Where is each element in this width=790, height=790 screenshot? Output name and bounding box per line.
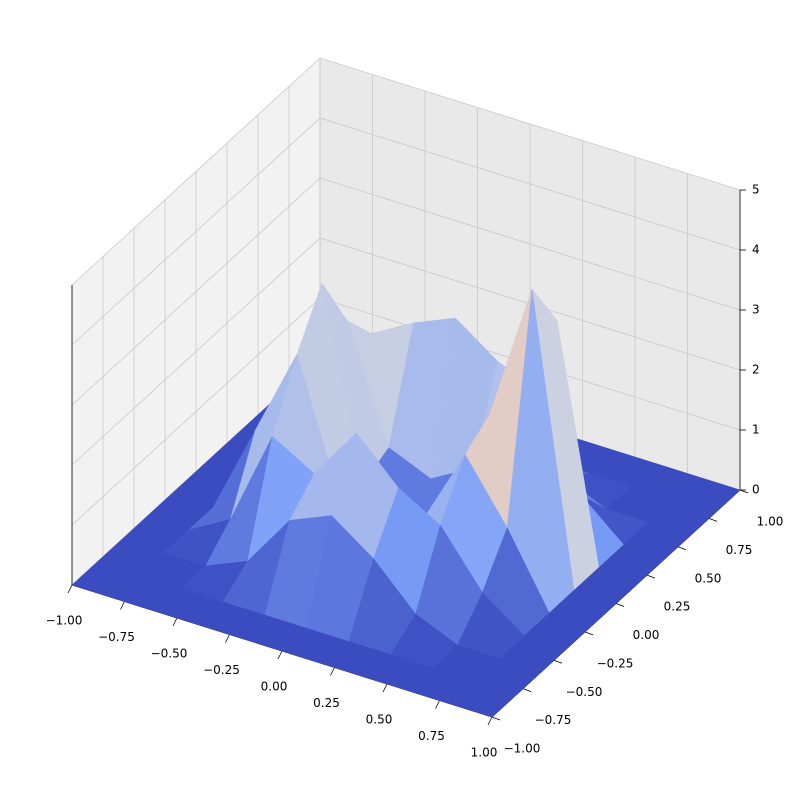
grid-line: [71, 177, 321, 406]
x-tick-label: 0.00: [261, 680, 288, 694]
surface-patch: [449, 680, 518, 718]
grid-line: [319, 117, 741, 251]
grid-line: [71, 237, 321, 466]
x-tick: [277, 650, 283, 660]
x-tick-label: 0.75: [418, 729, 445, 743]
y-tick: [708, 518, 718, 522]
y-tick-label: 0.00: [633, 628, 660, 642]
z-tick-label: 3: [752, 303, 760, 317]
z-tick-label: 4: [752, 243, 760, 257]
x-tick: [330, 667, 335, 676]
y-tick: [739, 489, 749, 494]
y-tick: [677, 546, 687, 551]
grid-line: [71, 57, 321, 286]
y-tick-label: 1.00: [757, 515, 784, 529]
y-tick-label: −1.00: [504, 742, 541, 756]
x-tick-label: 1.00: [471, 746, 498, 760]
y-tick: [522, 688, 532, 692]
grid-line: [71, 297, 321, 526]
y-tick-label: 0.75: [726, 543, 753, 557]
y-tick: [491, 716, 501, 721]
y-tick: [584, 631, 594, 636]
y-tick-label: −0.50: [566, 685, 603, 699]
x-tick: [225, 634, 230, 643]
y-tick: [646, 574, 656, 579]
x-tick: [487, 716, 493, 726]
grid-line: [319, 177, 741, 311]
y-tick-label: 0.50: [695, 571, 722, 585]
y-tick: [615, 603, 625, 607]
y-tick-label: −0.75: [535, 713, 572, 727]
x-tick-label: 0.25: [313, 696, 340, 710]
x-tick-label: −0.50: [151, 647, 188, 661]
z-tick-label: 1: [752, 423, 760, 437]
z-tick-label: 0: [752, 483, 760, 497]
x-tick-label: 0.50: [366, 713, 393, 727]
grid-line: [71, 117, 321, 346]
grid-line: [319, 57, 741, 191]
x-tick: [172, 617, 178, 627]
y-tick-label: −0.25: [597, 656, 634, 670]
x-tick: [435, 700, 440, 709]
y-tick: [553, 659, 563, 664]
z-tick-label: 2: [752, 363, 760, 377]
z-tick-label: 5: [752, 183, 760, 197]
x-tick: [120, 601, 125, 610]
x-tick-label: −0.25: [203, 663, 240, 677]
y-tick-label: 0.25: [664, 600, 691, 614]
x-tick: [67, 584, 73, 594]
x-tick-label: −0.75: [98, 630, 135, 644]
x-tick: [382, 683, 388, 693]
x-tick-label: −1.00: [46, 614, 83, 628]
